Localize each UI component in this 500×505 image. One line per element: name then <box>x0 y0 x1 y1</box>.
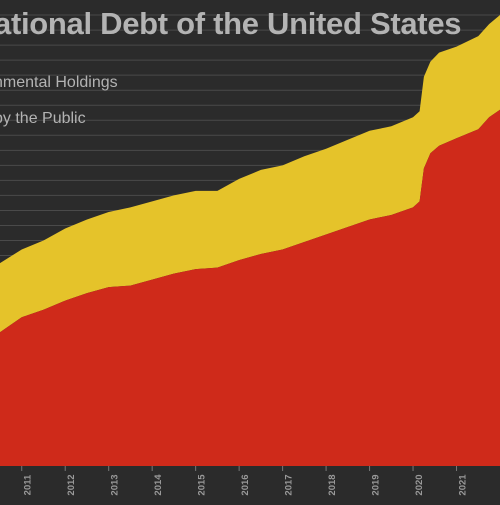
x-tick-label: 2019 <box>371 474 382 495</box>
x-tick-label: 2011 <box>23 474 34 495</box>
x-tick-label: 2012 <box>66 474 77 495</box>
x-tick-label: 2016 <box>240 474 251 495</box>
x-tick-label: 2021 <box>458 474 469 496</box>
x-tick-label: 2013 <box>110 474 121 495</box>
x-tick-label: 2018 <box>327 474 338 495</box>
area-series <box>0 15 500 466</box>
legend-public: by the Public <box>0 110 86 127</box>
x-tick-label: 2017 <box>284 474 295 495</box>
legend-intragovernmental: nmental Holdings <box>0 74 118 91</box>
x-axis-ticks: 2011 2012 2013 2014 2015 2016 2017 2018 2019 2020… <box>21 466 469 496</box>
area-intragovernmental-holdings <box>0 15 500 333</box>
x-tick-label: 2014 <box>153 474 164 496</box>
x-tick-label: 2015 <box>197 474 208 496</box>
x-tick-label: 2020 <box>414 474 425 495</box>
chart-title: ational Debt of the United States <box>0 6 462 41</box>
area-held-by-public <box>0 109 500 466</box>
